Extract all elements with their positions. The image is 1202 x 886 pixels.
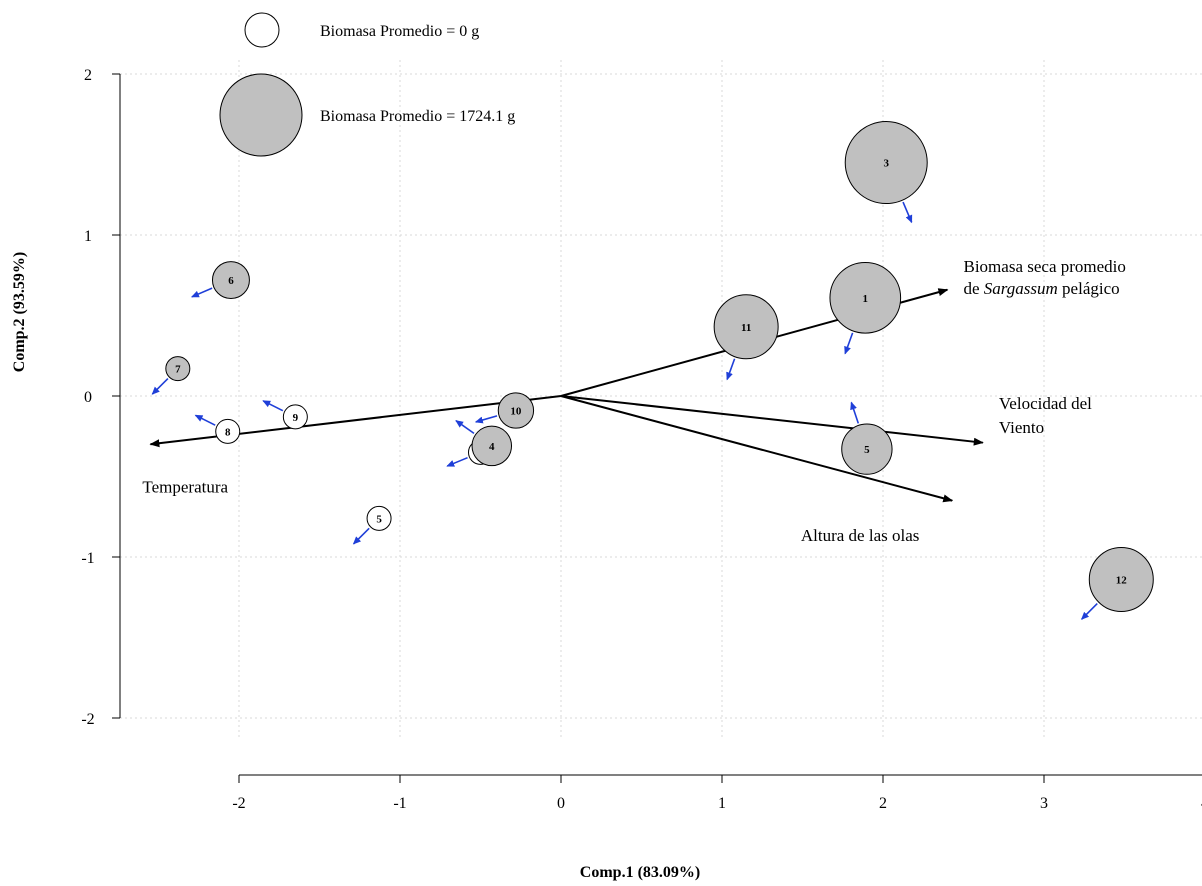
x-axis: -2-101234 [232, 774, 1202, 812]
shift-arrow [194, 414, 216, 426]
legend-symbol-max [219, 73, 303, 157]
y-tick-label: -1 [81, 550, 94, 567]
sample-label: 7 [175, 364, 181, 376]
sample-bubble [282, 404, 308, 430]
shift-arrows [151, 201, 1098, 620]
sample-label: 4 [489, 441, 495, 453]
sample-label: 5 [864, 444, 870, 456]
sample-bubble [215, 418, 241, 444]
shift-arrow [474, 415, 498, 424]
y-tick-label: 2 [84, 67, 92, 84]
loading-label: Velocidad del Viento [999, 394, 1092, 437]
sample-bubbles: 1234556789101112 [165, 121, 1154, 613]
shift-arrow [262, 400, 284, 412]
sample-bubble [211, 261, 250, 300]
sample-label: 1 [863, 293, 869, 305]
sample-bubble [165, 356, 191, 382]
sample-bubble [1088, 547, 1154, 613]
sample-bubble [366, 505, 392, 531]
y-tick-label: -2 [81, 711, 94, 728]
legend: Biomasa Promedio = 0 g Biomasa Promedio =… [219, 12, 515, 157]
sample-bubble [829, 261, 902, 334]
shift-arrow [446, 456, 468, 467]
sample-label: 10 [510, 405, 522, 417]
sample-bubble [844, 121, 928, 205]
y-axis-title: Comp.2 (93.59%) [11, 252, 28, 372]
x-tick-label: 0 [557, 795, 565, 812]
x-tick-label: 3 [1040, 795, 1048, 812]
loading-label: Biomasa seca promedio de Sargassum pelági… [964, 257, 1126, 298]
loading-label: Temperatura [142, 478, 228, 497]
sample-label: 5 [376, 513, 382, 525]
loading-vectors: Biomasa seca promedio de Sargassum pelági… [142, 257, 1126, 545]
legend-symbol-empty [244, 12, 280, 48]
x-tick-label: -2 [232, 795, 245, 812]
sample-label: 3 [883, 158, 889, 170]
shift-arrow [1080, 603, 1098, 620]
shift-arrow [151, 377, 169, 395]
sample-label: 12 [1116, 575, 1128, 587]
sample-bubble [471, 425, 513, 467]
shift-arrow [844, 332, 854, 355]
y-tick-label: 0 [84, 389, 92, 406]
x-tick-label: 2 [879, 795, 887, 812]
loading-arrow [560, 395, 954, 503]
y-tick-label: 1 [84, 228, 92, 245]
shift-arrow [850, 401, 860, 424]
shift-arrow [455, 420, 475, 435]
x-tick-label: 1 [718, 795, 726, 812]
legend-label-empty: Biomasa Promedio = 0 g [320, 23, 479, 40]
sample-bubble [713, 294, 779, 360]
y-axis: -2 -1 0 1 2 [81, 67, 121, 728]
sample-label: 11 [741, 322, 751, 334]
shift-arrow [726, 358, 736, 381]
grid-lines [120, 60, 1202, 740]
loading-arrow [560, 395, 984, 446]
legend-label-max: Biomasa Promedio = 1724.1 g [320, 108, 515, 125]
loading-label: Altura de las olas [801, 526, 920, 545]
shift-arrow [190, 287, 213, 298]
sample-bubble [497, 392, 535, 429]
x-axis-title: Comp.1 (83.09%) [580, 864, 700, 881]
sample-label: 9 [293, 412, 299, 424]
sample-bubble [841, 423, 893, 475]
sample-label: 8 [225, 426, 231, 438]
x-tick-label: -1 [393, 795, 406, 812]
sample-label: 6 [228, 275, 234, 287]
shift-arrow [352, 527, 370, 545]
shift-arrow [902, 201, 913, 224]
